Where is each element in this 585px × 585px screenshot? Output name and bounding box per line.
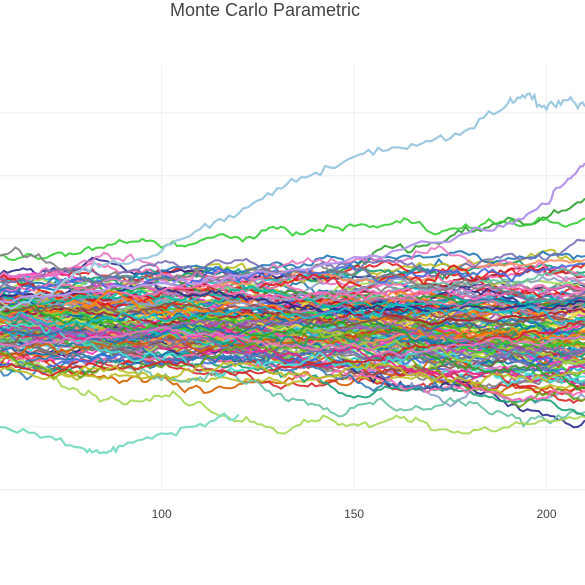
series-line xyxy=(0,282,585,302)
series-layer xyxy=(0,92,585,455)
series-line xyxy=(0,360,585,385)
series-line xyxy=(0,244,585,286)
x-tick-label: 150 xyxy=(344,507,364,521)
series-line xyxy=(0,317,585,345)
series-line xyxy=(0,262,585,309)
series-line xyxy=(0,327,585,360)
x-axis: 100 150 200 xyxy=(152,507,557,521)
series-line xyxy=(0,281,585,315)
series-line xyxy=(0,216,585,262)
series-line xyxy=(0,309,585,409)
series-line xyxy=(0,329,585,428)
series-line-highlight xyxy=(0,92,585,312)
x-tick-label: 100 xyxy=(152,507,172,521)
chart-title: Monte Carlo Parametric xyxy=(169,0,361,20)
series-line xyxy=(0,246,585,305)
series-line-highlight xyxy=(0,162,585,304)
series-line-highlight xyxy=(0,411,240,455)
series-line xyxy=(0,361,585,397)
series-line xyxy=(0,303,585,391)
series-line xyxy=(0,302,585,330)
series-line xyxy=(0,315,585,388)
series-line xyxy=(0,353,585,403)
series-line xyxy=(0,309,585,358)
series-line xyxy=(0,315,585,361)
series-line xyxy=(0,356,585,435)
x-tick-label: 200 xyxy=(536,507,556,521)
series-line xyxy=(0,350,585,418)
series-line xyxy=(0,326,585,358)
series-line xyxy=(0,319,585,378)
